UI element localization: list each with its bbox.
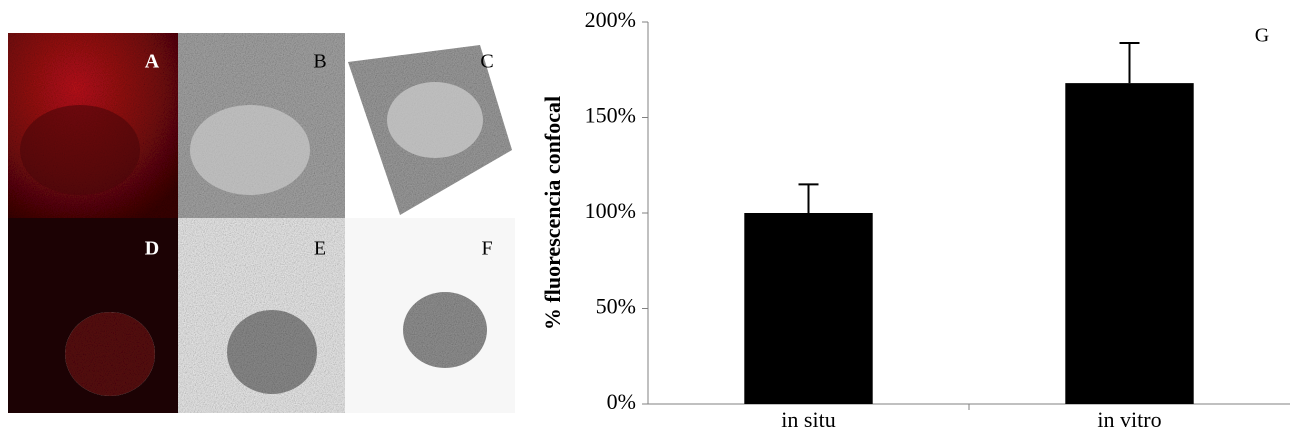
nucleus — [387, 82, 483, 158]
panel-label: F — [481, 238, 492, 260]
y-tick-label: 50% — [596, 294, 636, 319]
bar — [744, 213, 872, 404]
nucleus — [190, 105, 310, 195]
bar — [1065, 83, 1193, 404]
y-tick-label: 0% — [607, 389, 636, 414]
y-tick-label: 100% — [585, 198, 636, 223]
panel-label: A — [145, 51, 160, 73]
nucleus — [403, 292, 487, 368]
microscopy-panels: A B C D E F — [8, 33, 515, 413]
panel-label: B — [313, 51, 326, 73]
y-axis-label: % fluorescencia confocal — [540, 96, 565, 330]
panel-label: D — [145, 238, 159, 260]
error-bar — [1120, 43, 1140, 83]
figure: A B C D E F G % fluorescencia confocal 0… — [0, 0, 1296, 439]
nucleus — [65, 312, 155, 396]
panel-label: C — [480, 51, 493, 73]
nucleus — [227, 310, 317, 394]
error-bar — [799, 184, 819, 213]
y-tick-label: 200% — [585, 7, 636, 32]
panel-label: E — [314, 238, 326, 260]
x-tick-label: in vitro — [1097, 407, 1161, 432]
panel-label: G — [1255, 25, 1269, 47]
nucleus — [20, 105, 140, 195]
x-tick-label: in situ — [781, 407, 835, 432]
y-tick-label: 150% — [585, 103, 636, 128]
